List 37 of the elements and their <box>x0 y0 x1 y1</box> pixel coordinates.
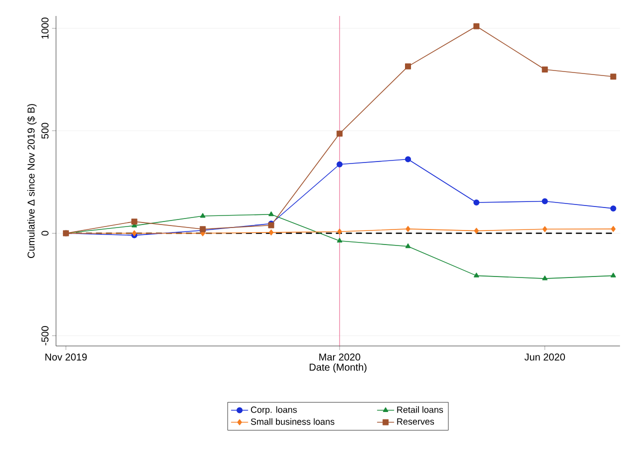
y-tick-label: 500 <box>41 122 49 139</box>
y-tick-label: 0 <box>41 230 49 236</box>
point <box>406 226 410 232</box>
y-tick-label: 1000 <box>41 18 49 39</box>
point <box>131 218 138 225</box>
x-tick-label: Nov 2019 <box>45 354 87 361</box>
point <box>337 228 342 235</box>
point <box>542 276 548 280</box>
point <box>336 130 343 137</box>
legend-label: Corp. loans <box>250 406 297 415</box>
point <box>474 228 479 234</box>
legend-label: Small business loans <box>250 418 334 425</box>
point <box>474 272 480 278</box>
legend-label: Reserves <box>397 418 434 425</box>
point <box>542 226 548 232</box>
point <box>405 156 412 162</box>
point <box>268 229 274 236</box>
x-tick-label: Jun 2020 <box>524 354 565 361</box>
point <box>610 226 616 232</box>
y-tick-label: -500 <box>41 326 49 346</box>
point <box>610 205 616 212</box>
x-axis-title: Date (Month) <box>310 363 366 373</box>
point <box>405 243 411 248</box>
legend-label: Retail loans <box>397 406 443 413</box>
point <box>610 272 616 278</box>
point <box>542 198 548 204</box>
point <box>268 211 274 216</box>
point <box>473 200 480 206</box>
point <box>336 161 343 168</box>
point <box>473 23 480 30</box>
x-tick-label: Mar 2020 <box>319 354 360 361</box>
point <box>405 63 412 70</box>
point <box>542 66 548 72</box>
point <box>610 74 616 80</box>
y-axis-title: Cumulative Δ since Nov 2019 ($ B) <box>27 104 37 258</box>
point <box>336 238 342 243</box>
point <box>200 213 206 218</box>
